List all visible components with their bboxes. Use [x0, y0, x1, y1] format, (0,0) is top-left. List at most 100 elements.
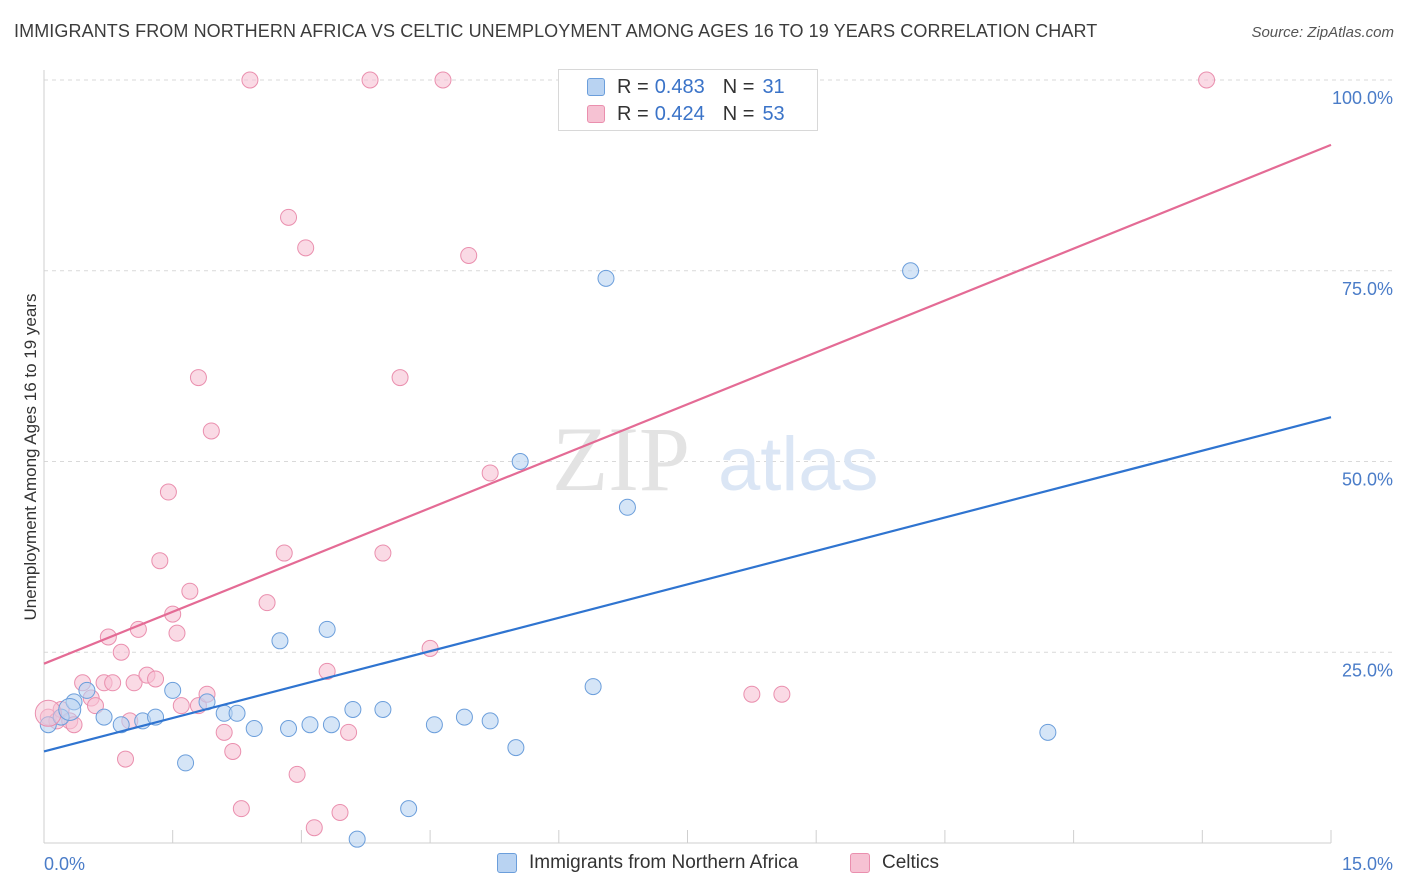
legend-r-label: R = [617, 75, 649, 98]
data-point-celtics [773, 685, 791, 703]
data-point-celtics [202, 422, 220, 440]
data-point-northern-africa [400, 800, 418, 818]
data-point-northern-africa [344, 700, 362, 718]
data-point-celtics [288, 765, 306, 783]
legend-r-value: 0.424 [654, 102, 705, 125]
data-point-northern-africa [164, 681, 182, 699]
grid-layer [44, 79, 1393, 653]
data-point-northern-africa [374, 700, 392, 718]
data-point-celtics [215, 723, 233, 741]
data-point-celtics [421, 639, 439, 657]
data-point-celtics [172, 697, 190, 715]
data-point-celtics [434, 71, 452, 89]
data-point-celtics [340, 723, 358, 741]
watermark-zip: ZIP [552, 408, 690, 510]
data-point-northern-africa [507, 739, 525, 757]
legend-item-northern-africa: Immigrants from Northern Africa [497, 852, 798, 874]
legend-swatch-northern-africa [587, 78, 605, 96]
x-tick-label: 15.0% [1342, 854, 1393, 874]
series-legend: Immigrants from Northern Africa Celtics [0, 852, 1406, 878]
correlation-legend: R = 0.483 N = 31 R = 0.424 N = 53 [558, 69, 818, 131]
y-tick-label: 100.0% [1332, 88, 1393, 108]
data-point-northern-africa [318, 620, 336, 638]
data-point-celtics [460, 246, 478, 264]
data-point-celtics [151, 552, 169, 570]
data-point-celtics [224, 742, 242, 760]
data-point-northern-africa [425, 716, 443, 734]
data-point-northern-africa [511, 453, 529, 470]
legend-r-label: R = [617, 102, 649, 125]
data-point-northern-africa [455, 708, 473, 726]
data-point-northern-africa [271, 632, 289, 650]
x-tick-label: 0.0% [44, 854, 85, 874]
data-point-northern-africa [481, 712, 499, 730]
data-point-celtics [374, 544, 392, 562]
data-point-celtics [104, 674, 122, 692]
legend-row-celtics: R = 0.424 N = 53 [587, 102, 785, 126]
data-point-northern-africa [584, 678, 602, 696]
data-point-celtics [232, 800, 250, 818]
watermark: ZIP atlas [552, 408, 879, 510]
legend-label-celtics: Celtics [882, 852, 940, 873]
data-point-celtics [743, 685, 761, 703]
data-point-northern-africa [597, 269, 615, 287]
data-point-celtics [331, 803, 349, 821]
data-point-celtics [168, 624, 186, 642]
tick-label-layer: 25.0% 50.0% 75.0% 100.0% 0.0% 15.0% [44, 88, 1393, 874]
data-point-northern-africa [58, 697, 82, 721]
y-tick-label: 50.0% [1342, 470, 1393, 490]
legend-n-label: N = [722, 102, 755, 125]
data-point-celtics [189, 369, 207, 387]
data-point-northern-africa [902, 262, 920, 280]
y-tick-label: 25.0% [1342, 660, 1393, 680]
data-point-celtics [258, 594, 276, 612]
data-point-celtics [275, 544, 293, 562]
data-point-celtics [34, 699, 62, 727]
data-point-northern-africa [618, 498, 636, 516]
points-layer [34, 71, 1216, 848]
y-tick-label: 75.0% [1342, 279, 1393, 299]
data-point-celtics [1198, 71, 1216, 89]
data-point-celtics [391, 369, 409, 387]
chart-title: IMMIGRANTS FROM NORTHERN AFRICA VS CELTI… [14, 21, 1098, 41]
data-point-northern-africa [228, 704, 246, 722]
data-point-celtics [159, 483, 177, 501]
legend-r-value: 0.483 [654, 75, 705, 98]
data-point-celtics [305, 819, 323, 837]
legend-item-celtics: Celtics [850, 852, 939, 874]
data-point-celtics [280, 208, 298, 226]
source-credit: Source: ZipAtlas.com [1251, 24, 1394, 41]
legend-swatch-northern-africa [497, 853, 517, 873]
legend-n-value: 53 [762, 102, 785, 125]
legend-label-northern-africa: Immigrants from Northern Africa [529, 852, 799, 873]
data-point-northern-africa [280, 720, 298, 738]
data-point-northern-africa [1039, 723, 1057, 741]
data-point-northern-africa [322, 716, 340, 734]
data-point-celtics [481, 464, 499, 482]
data-point-celtics [181, 582, 199, 600]
data-point-celtics [318, 662, 336, 680]
y-axis-label: Unemployment Among Ages 16 to 19 years [21, 293, 40, 621]
data-point-celtics [125, 674, 143, 692]
data-point-celtics [361, 71, 379, 89]
data-point-northern-africa [301, 716, 319, 734]
data-point-celtics [86, 697, 104, 715]
data-point-northern-africa [348, 830, 366, 848]
legend-swatch-celtics [850, 853, 870, 873]
trend-line-celtics [43, 143, 1332, 665]
data-point-northern-africa [78, 681, 96, 699]
legend-n-value: 31 [762, 75, 785, 98]
data-point-celtics [297, 239, 315, 257]
data-point-northern-africa [95, 708, 113, 726]
legend-swatch-celtics [587, 105, 605, 123]
data-point-celtics [117, 750, 135, 768]
data-point-celtics [112, 643, 130, 661]
data-point-northern-africa [245, 720, 263, 738]
trend-layer [43, 143, 1332, 753]
data-point-celtics [241, 71, 259, 89]
data-point-northern-africa [112, 716, 130, 734]
trend-line-northern-africa [43, 416, 1332, 753]
legend-n-label: N = [722, 75, 755, 98]
watermark-atlas: atlas [718, 422, 879, 507]
